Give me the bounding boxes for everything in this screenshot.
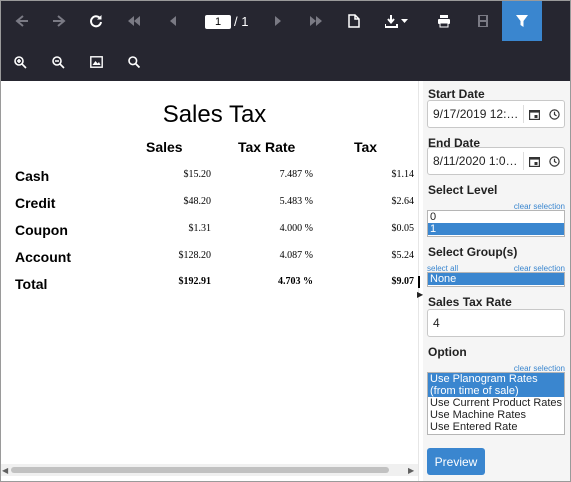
sales-tax-rate-value[interactable]: 4 [433,316,440,330]
report-toolbar: 1 / 1 [1,1,570,81]
filter-icon[interactable] [502,1,542,41]
cell-sales: $48.20 [183,196,212,207]
next-page-icon[interactable] [263,6,293,36]
field-divider [523,152,524,170]
row-label-credit: Credit [15,195,56,211]
scroll-left-icon[interactable]: ◀ [2,466,9,475]
start-date-value[interactable]: 9/17/2019 12:00 AM [433,107,521,121]
option-clear-selection-link[interactable]: clear selection [513,364,565,373]
cell-rate: 4.000 % [279,223,313,234]
search-icon[interactable] [119,47,149,77]
cell-rate: 7.487 % [279,169,313,180]
row-label-total: Total [15,276,48,292]
export-icon[interactable] [379,6,415,36]
cell-tax: $1.14 [391,169,415,180]
zoom-in-icon[interactable] [5,47,35,77]
report-title: Sales Tax [162,101,267,128]
first-page-icon[interactable] [119,6,149,36]
column-header-tax: Tax [354,139,378,155]
previous-page-icon[interactable] [158,6,188,36]
cell-sales: $15.20 [183,169,212,180]
row-label-coupon: Coupon [15,222,68,238]
last-page-icon[interactable] [301,6,331,36]
level-listbox[interactable]: 0 1 [427,210,565,237]
clock-icon[interactable] [547,154,561,168]
group-clear-selection-link[interactable]: clear selection [513,264,565,273]
page-total: / 1 [234,14,249,29]
page-number-input[interactable]: 1 [205,15,231,29]
parameters-panel: Start Date 9/17/2019 12:00 AM End Date 8… [423,81,570,481]
column-header-tax-rate: Tax Rate [238,139,296,155]
fit-page-icon[interactable] [81,47,111,77]
print-icon[interactable] [429,6,459,36]
total-rate: 4.703 % [278,276,313,287]
list-item-selected[interactable]: Use Planogram Rates (from time of sale) [428,373,564,397]
total-sales: $192.91 [178,276,212,287]
horizontal-scrollbar[interactable]: ◀ ▶ [1,464,418,476]
forward-arrow-icon[interactable] [44,6,74,36]
document-icon[interactable] [339,6,369,36]
cell-tax: $5.24 [391,250,415,261]
list-item[interactable]: Use Entered Rate [430,421,518,433]
cell-rate: 5.483 % [279,196,313,207]
calendar-icon[interactable] [527,107,541,121]
level-clear-selection-link[interactable]: clear selection [513,202,565,211]
back-arrow-icon[interactable] [7,6,37,36]
scrollbar-thumb[interactable] [11,467,389,473]
list-item[interactable]: Use Current Product Rates [430,397,563,409]
sales-tax-rate-input[interactable]: 4 [427,309,565,337]
calendar-icon[interactable] [527,154,541,168]
total-tax: $9.07 [391,276,415,287]
list-item[interactable]: Use Machine Rates [430,409,526,421]
list-item[interactable]: 0 [430,211,437,223]
groups-listbox[interactable]: None [427,272,565,287]
text-cursor [418,276,420,288]
cell-rate: 4.087 % [279,250,313,261]
scroll-right-icon[interactable]: ▶ [408,466,415,475]
cell-sales: $1.31 [188,223,212,234]
list-item-selected[interactable]: None [428,273,564,285]
end-date-field[interactable]: 8/11/2020 1:00 AM [427,147,565,175]
refresh-icon[interactable] [81,6,111,36]
select-level-label: Select Level [428,183,498,197]
start-date-field[interactable]: 9/17/2019 12:00 AM [427,100,565,128]
clock-icon[interactable] [547,107,561,121]
group-select-all-link[interactable]: select all [427,264,459,273]
select-groups-label: Select Group(s) [428,245,518,259]
list-item-selected[interactable]: 1 [428,223,564,235]
sales-tax-rate-label: Sales Tax Rate [428,295,512,309]
zoom-out-icon[interactable] [43,47,73,77]
end-date-value[interactable]: 8/11/2020 1:00 AM [433,154,521,168]
start-date-label: Start Date [428,87,485,101]
save-icon[interactable] [468,6,498,36]
field-divider [523,105,524,123]
end-date-label: End Date [428,136,481,150]
collapse-panel-icon[interactable]: ▶ [417,290,424,299]
option-label: Option [428,345,467,359]
row-label-account: Account [15,249,71,265]
column-header-sales: Sales [146,139,183,155]
cell-tax: $0.05 [391,223,415,234]
cell-sales: $128.20 [178,250,212,261]
cell-tax: $2.64 [391,196,415,207]
row-label-cash: Cash [15,168,50,184]
preview-button[interactable]: Preview [427,448,485,475]
option-listbox[interactable]: Use Planogram Rates (from time of sale) … [427,372,565,435]
report-viewer: Sales Tax Sales Tax Rate Tax Cash $15.20… [1,81,418,481]
